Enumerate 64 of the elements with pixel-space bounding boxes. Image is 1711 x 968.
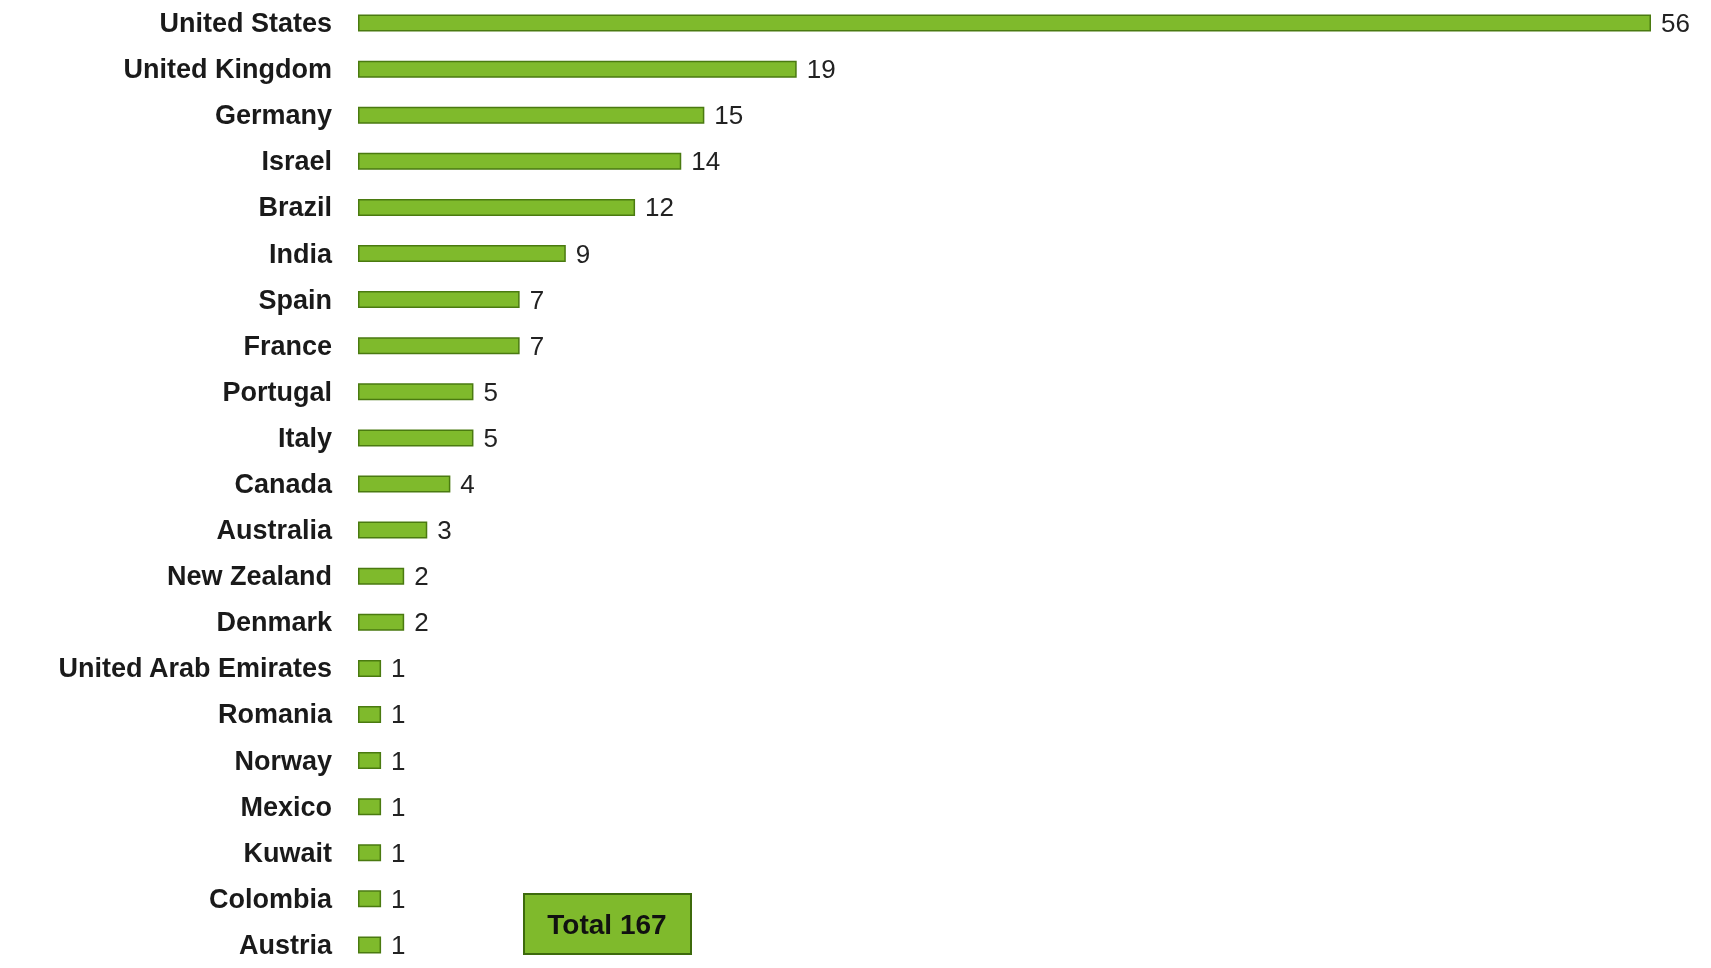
bar: [358, 936, 382, 954]
data-label: 12: [645, 192, 674, 223]
bar: [358, 659, 382, 677]
y-tick-label: Denmark: [216, 607, 333, 638]
bar: [358, 429, 474, 447]
data-label: 1: [391, 929, 406, 960]
bar: [358, 890, 382, 908]
bar: [358, 521, 428, 539]
data-label: 56: [1661, 8, 1690, 39]
y-tick-label: New Zealand: [166, 561, 332, 592]
data-label: 1: [391, 791, 406, 822]
data-label: 4: [460, 469, 475, 499]
bar: [358, 245, 566, 263]
y-tick-label: United Arab Emirates: [58, 653, 332, 684]
bar: [358, 198, 636, 216]
y-tick-label: Spain: [258, 284, 332, 315]
y-tick-label: France: [243, 330, 332, 361]
y-tick-label: Colombia: [208, 883, 333, 914]
data-label: 2: [414, 607, 429, 638]
bar: [358, 291, 520, 309]
bar: [358, 844, 382, 862]
data-label: 1: [391, 699, 406, 730]
data-label: 1: [391, 745, 406, 776]
data-label: 1: [391, 653, 406, 684]
bar: [358, 106, 705, 124]
bar: [358, 383, 474, 401]
y-tick-label: Australia: [216, 515, 333, 546]
bar: [358, 752, 382, 770]
y-tick-label: Canada: [234, 469, 333, 499]
data-label: 7: [529, 284, 545, 315]
bar: [358, 567, 405, 585]
y-tick-label: Romania: [217, 699, 333, 730]
data-label: 9: [575, 238, 591, 269]
data-label: 5: [483, 422, 498, 453]
bar: [358, 152, 682, 170]
y-tick-label: Kuwait: [243, 837, 332, 868]
data-label: 2: [414, 561, 429, 592]
y-tick-label: United States: [159, 8, 332, 39]
bar: [358, 14, 1651, 32]
y-tick-label: United Kingdom: [123, 54, 332, 85]
y-tick-label: India: [268, 238, 333, 269]
annotation: Total 167: [547, 908, 667, 940]
bar: [358, 60, 797, 78]
y-tick-label: Germany: [214, 100, 332, 131]
data-label: 19: [806, 54, 836, 85]
y-tick-label: Norway: [234, 745, 332, 776]
bar: [358, 337, 520, 355]
data-label: 7: [529, 330, 545, 361]
bar: [358, 475, 451, 493]
bar: [358, 613, 405, 631]
data-label: 14: [691, 146, 721, 177]
bar: [358, 798, 382, 816]
y-tick-label: Austria: [238, 929, 333, 960]
data-label: 1: [391, 837, 406, 868]
bar: [358, 705, 382, 723]
data-label: 3: [437, 515, 452, 546]
data-label: 5: [483, 376, 498, 407]
data-label: 15: [714, 100, 744, 131]
y-tick-label: Brazil: [258, 192, 332, 223]
y-tick-label: Mexico: [240, 791, 332, 822]
y-tick-label: Israel: [261, 146, 332, 177]
y-tick-label: Portugal: [222, 376, 332, 407]
y-tick-label: Italy: [277, 422, 332, 453]
data-label: 1: [391, 883, 406, 914]
